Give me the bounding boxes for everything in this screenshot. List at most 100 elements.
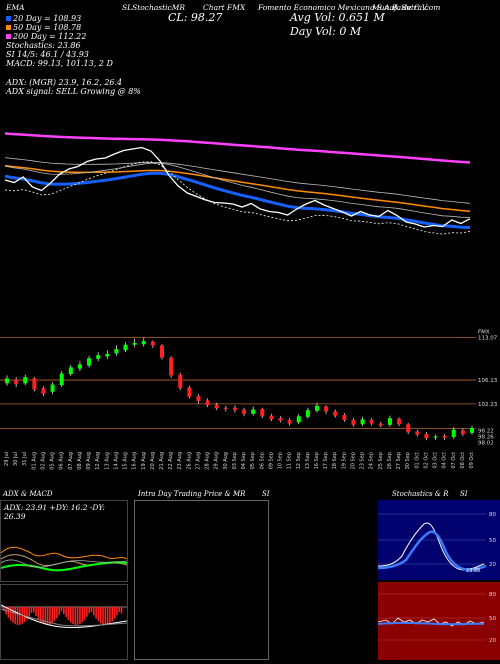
price-level-label: 98.02: [478, 440, 494, 446]
ema-layer: [4, 132, 471, 235]
date-tick-label: 04 Sep: [241, 452, 247, 469]
ema-grey-line-1: [4, 157, 471, 204]
macd-hist-bar: [65, 607, 67, 618]
candle-body: [187, 387, 192, 397]
ema-grey-line-2: [4, 162, 471, 218]
date-tick-label: 28 Aug: [205, 452, 211, 470]
avg-vol: Avg Vol: 0.651 M: [290, 11, 385, 24]
macd-hist-bar: [19, 607, 21, 625]
candle-body: [351, 419, 356, 425]
price-level-label: 98.22: [478, 428, 494, 434]
candle-body: [214, 404, 219, 409]
candle-body: [360, 419, 365, 425]
date-tick-label: 01 Oct: [414, 452, 420, 469]
ema20-swatch: [6, 16, 11, 21]
date-tick-label: 10 Sep: [278, 452, 284, 469]
date-tick-label: 21 Aug: [159, 452, 165, 470]
date-tick-label: 20 Aug: [150, 452, 156, 470]
candle-body: [160, 345, 164, 358]
candle-body: [23, 377, 28, 384]
candle-body: [232, 407, 237, 411]
date-tick-label: 25 Sep: [378, 452, 384, 469]
candle-body: [424, 434, 429, 439]
date-tick-label: 18 Sep: [332, 452, 338, 469]
macd-label: MACD: 99.13, 101.13, 2 D: [6, 59, 113, 68]
macd-hist-bar: [49, 607, 51, 625]
stoch-d-line: [377, 530, 487, 572]
adx-line-white: [1, 559, 127, 568]
candle-body: [415, 431, 420, 435]
date-tick-label: 26 Aug: [186, 452, 192, 470]
candle-body: [397, 418, 402, 425]
date-tick-label: 14 Aug: [113, 452, 119, 470]
stoch-lines: 80 50 20 23.86: [377, 512, 496, 574]
macd-hist-bar: [102, 607, 104, 625]
macd-hist-bar: [16, 607, 19, 625]
candle-body: [269, 415, 274, 420]
macd-hist-bar: [99, 607, 102, 624]
macd-hist-bar: [14, 607, 17, 625]
adx-values: ADX: 23.91 +DY: 16.2 -DY: 26.39: [4, 503, 105, 521]
date-tick-label: 22 Aug: [168, 452, 174, 470]
macd-hist-bar: [3, 607, 5, 611]
candle-body: [169, 357, 174, 376]
candle-body: [442, 435, 447, 438]
macd-hist-bar: [30, 607, 33, 613]
candle-body: [150, 341, 155, 346]
ema50-label: 50 Day = 108.78: [6, 23, 126, 32]
date-tick-label: 12 Sep: [296, 452, 302, 469]
candle-body: [178, 374, 183, 389]
date-tick-label: 02 Oct: [423, 452, 429, 469]
date-tick-label: 12 Aug: [95, 452, 101, 470]
header-symbol: Chart FMX: [203, 3, 246, 12]
macd-hist-bar: [60, 607, 63, 612]
date-tick-label: 30 Sep: [405, 452, 411, 469]
intraday-si: SI: [262, 490, 270, 498]
rsi-tick-80: 80: [489, 592, 496, 598]
date-tick-label: 20 Sep: [350, 452, 356, 469]
ema50-swatch: [6, 25, 11, 30]
ema20-label: 20 Day = 108.93: [6, 14, 126, 23]
macd-hist-bar: [56, 607, 58, 619]
candle-body: [315, 405, 319, 411]
price-close-line: [4, 146, 471, 228]
candle-body: [242, 409, 247, 414]
candle-body: [32, 378, 37, 390]
rsi-panel: 80 50 20: [377, 582, 500, 660]
intraday-panel: [134, 500, 269, 660]
price-level-label: 113.07: [478, 336, 498, 342]
adx-lines: [1, 546, 127, 572]
candle-body: [305, 410, 310, 417]
header-strip: EMA: [6, 3, 25, 12]
adx-signal: ADX signal: SELL Growing @ 8%: [6, 87, 141, 96]
price-axis-symbol: FMX: [478, 330, 490, 336]
macd-hist-bar: [113, 607, 116, 619]
date-tick-label: 26 Sep: [387, 452, 393, 469]
ema200-text: 200 Day = 112.22: [13, 32, 87, 41]
macd-hist-bar: [46, 607, 49, 625]
macd-hist-bar: [81, 607, 84, 623]
macd-hist-bar: [44, 607, 47, 625]
candle-body: [451, 429, 456, 438]
date-tick-label: 06 Sep: [259, 452, 265, 469]
candle-body: [141, 341, 146, 345]
close-label: CL: 98.27: [168, 11, 223, 24]
macd-hist-bar: [35, 607, 37, 616]
candle-body: [5, 378, 9, 384]
header-studies: SLStochasticMR: [122, 3, 186, 12]
macd-hist-bar: [106, 607, 109, 625]
header-site: MunafaSutra.com: [372, 3, 441, 12]
candle-body: [406, 424, 411, 433]
candle-body: [14, 379, 19, 384]
macd-hist-bar: [88, 607, 90, 614]
date-tick-label: 05 Sep: [250, 452, 256, 469]
date-tick-label: 27 Sep: [396, 452, 402, 469]
rsi-line-blue: [377, 621, 485, 626]
candle-body: [68, 367, 73, 375]
candle-body: [41, 388, 46, 394]
stoch-panel: 80 50 20 23.86: [377, 500, 500, 580]
candle-body: [342, 415, 347, 420]
stoch-tick-80: 80: [489, 512, 496, 518]
stoch-label: Stochastics: 23.86: [6, 41, 81, 50]
